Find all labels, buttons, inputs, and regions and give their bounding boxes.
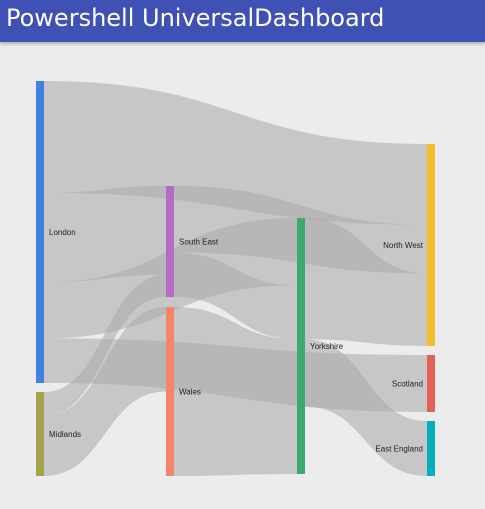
sankey-node-yorkshire[interactable] xyxy=(297,218,305,474)
sankey-node-east_england[interactable] xyxy=(427,421,435,476)
sankey-node-south_east[interactable] xyxy=(166,186,174,297)
sankey-chart-container: London Midlands South East Wales Yorkshire No… xyxy=(0,48,485,509)
sankey-link-south_east-to-yorkshire[interactable] xyxy=(174,252,297,340)
dashboard-title: Powershell UniversalDashboard xyxy=(6,4,385,32)
sankey-link-yorkshire-to-east_england[interactable] xyxy=(305,339,427,476)
app-header: Powershell UniversalDashboard xyxy=(0,0,485,42)
sankey-node-label-midlands: Midlands xyxy=(49,430,81,439)
sankey-node-label-london: London xyxy=(49,228,76,237)
sankey-link-yorkshire-to-north_west[interactable] xyxy=(305,218,427,346)
sankey-nodes xyxy=(36,81,435,476)
sankey-link-midlands-to-south_east[interactable] xyxy=(44,274,166,416)
sankey-links xyxy=(44,81,427,476)
sankey-chart: London Midlands South East Wales Yorkshire No… xyxy=(36,81,435,476)
sankey-labels: London Midlands South East Wales Yorkshire No… xyxy=(49,228,424,454)
sankey-node-label-north_west: North West xyxy=(383,241,424,250)
sankey-node-label-scotland: Scotland xyxy=(392,380,423,389)
sankey-link-wales-to-yorkshire[interactable] xyxy=(174,307,297,476)
sankey-node-label-east_england: East England xyxy=(375,445,423,454)
sankey-node-scotland[interactable] xyxy=(427,355,435,412)
sankey-node-label-yorkshire: Yorkshire xyxy=(310,342,344,351)
sankey-link-midlands-to-wales[interactable] xyxy=(44,307,166,476)
sankey-node-north_west[interactable] xyxy=(427,144,435,346)
sankey-node-london[interactable] xyxy=(36,81,44,383)
sankey-node-label-wales: Wales xyxy=(179,388,201,397)
sankey-node-midlands[interactable] xyxy=(36,392,44,476)
sankey-link-london-to-south_east[interactable] xyxy=(44,186,166,283)
sankey-node-wales[interactable] xyxy=(166,307,174,476)
sankey-node-label-south_east: South East xyxy=(179,238,219,247)
